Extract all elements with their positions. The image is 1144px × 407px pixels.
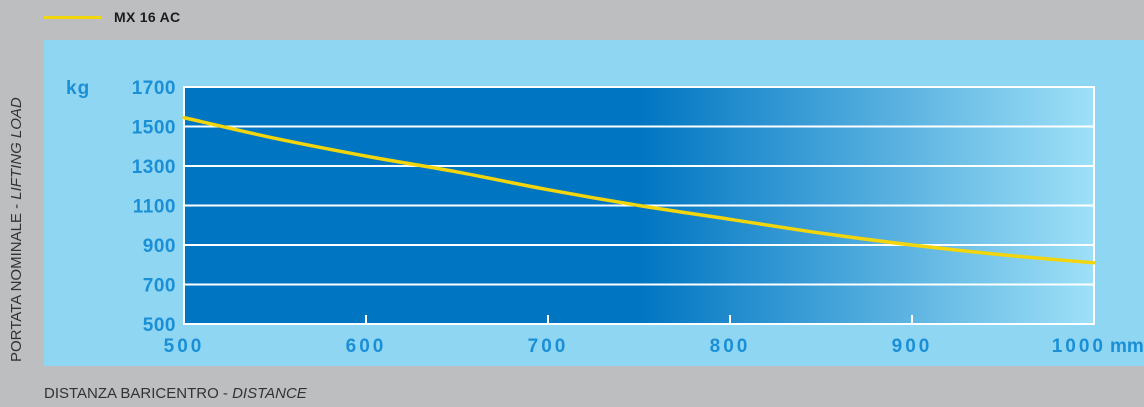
chart-panel: 500 700 900 1100 1300 1500 1700 kg 500 600 700 800 9…	[44, 40, 1144, 366]
x-tick-label-1000: 1000	[1052, 336, 1106, 357]
y-tick-label-500: 500	[143, 315, 176, 336]
y-tick-label-1100: 1100	[133, 197, 176, 218]
legend: MX 16 AC	[44, 8, 180, 26]
x-axis-title: DISTANZA BARICENTRO - DISTANCE	[44, 385, 307, 405]
y-unit-label: kg	[66, 78, 90, 99]
legend-label: MX 16 AC	[114, 9, 181, 25]
x-tick-label-500: 500	[164, 336, 205, 357]
legend-swatch	[44, 15, 102, 19]
series-layer	[182, 115, 1096, 265]
x-axis-title-italic: DISTANCE	[232, 385, 307, 402]
plot-frame	[183, 86, 1095, 325]
series-line-0	[182, 115, 1096, 265]
y-tick-label-900: 900	[143, 236, 176, 257]
x-axis-title-main: DISTANZA BARICENTRO -	[44, 385, 233, 402]
x-tick-label-600: 600	[346, 336, 387, 357]
y-axis-title: PORTATA NOMINALE - LIFTING LOAD	[8, 27, 30, 362]
y-tick-label-1700: 1700	[132, 78, 176, 99]
y-tick-label-700: 700	[143, 276, 176, 297]
y-axis-title-italic: LIFTING LOAD	[8, 97, 25, 200]
x-unit-label: mm	[1110, 336, 1144, 357]
tick-labels: 500 700 900 1100 1300 1500 1700 kg 500 600 700 800 9…	[66, 78, 1144, 357]
x-tick-label-900: 900	[892, 336, 933, 357]
y-tick-label-1300: 1300	[132, 157, 176, 178]
y-axis-title-main: PORTATA NOMINALE -	[8, 199, 25, 362]
x-tick-label-700: 700	[528, 336, 569, 357]
x-tick-label-800: 800	[710, 336, 751, 357]
load-chart: 500 700 900 1100 1300 1500 1700 kg 500 600 700 800 9…	[44, 40, 1144, 366]
y-tick-label-1500: 1500	[132, 118, 176, 139]
axis-ticks	[183, 315, 1095, 324]
